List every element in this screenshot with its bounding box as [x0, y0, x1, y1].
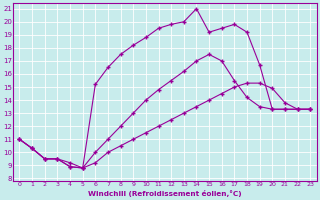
- X-axis label: Windchill (Refroidissement éolien,°C): Windchill (Refroidissement éolien,°C): [88, 190, 242, 197]
